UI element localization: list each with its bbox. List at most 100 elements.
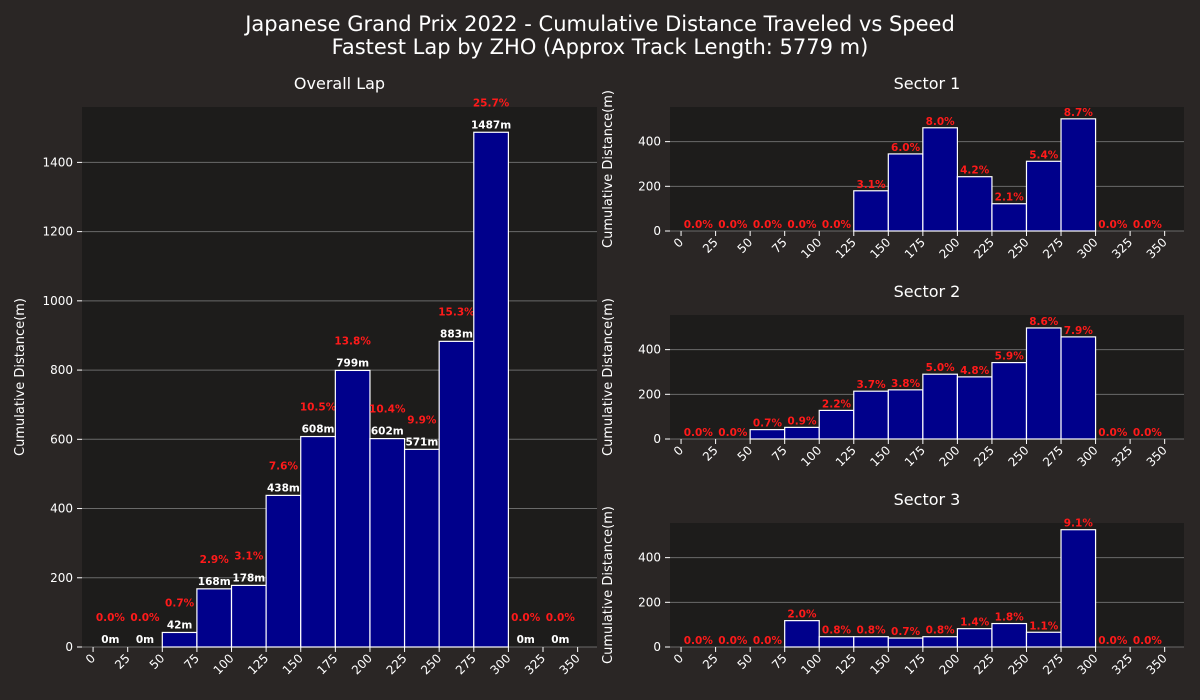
- distance-label: 608m: [302, 424, 335, 436]
- percent-label: 0.0%: [822, 219, 852, 231]
- y-tick-label: 400: [638, 343, 661, 357]
- bar: [265, 494, 302, 648]
- percent-label: 9.9%: [407, 414, 437, 426]
- y-tick-label: 600: [50, 432, 73, 446]
- bar: [887, 153, 924, 232]
- percent-label: 0.0%: [684, 219, 714, 231]
- distance-label: 0m: [551, 634, 569, 646]
- bar: [438, 340, 475, 648]
- percent-label: 15.3%: [438, 306, 475, 318]
- distance-label: 571m: [405, 436, 438, 448]
- percent-label: 8.6%: [1029, 316, 1059, 328]
- percent-label: 9.1%: [1064, 518, 1094, 530]
- bar: [1060, 529, 1097, 648]
- chart-title: Sector 2: [894, 282, 961, 301]
- percent-label: 0.0%: [684, 427, 714, 439]
- bar: [956, 176, 993, 232]
- percent-label: 0.0%: [511, 612, 541, 624]
- y-axis-label: Cumulative Distance(m): [601, 298, 616, 456]
- bar: [991, 622, 1028, 648]
- percent-label: 0.0%: [718, 219, 748, 231]
- bar: [853, 636, 889, 648]
- y-axis-label: Cumulative Distance(m): [13, 298, 28, 456]
- bar: [784, 426, 820, 440]
- percent-label: 0.7%: [891, 626, 921, 638]
- percent-label: 10.5%: [300, 402, 337, 414]
- percent-label: 7.9%: [1064, 325, 1094, 337]
- percent-label: 0.7%: [753, 418, 783, 430]
- percent-label: 4.2%: [960, 165, 990, 177]
- percent-label: 2.1%: [995, 192, 1025, 204]
- bar: [922, 636, 958, 648]
- percent-label: 3.1%: [234, 550, 264, 562]
- bar: [369, 438, 406, 648]
- y-tick-label: 200: [638, 179, 661, 193]
- y-tick-label: 800: [50, 363, 73, 377]
- distance-label: 42m: [167, 619, 193, 631]
- y-tick-label: 1200: [42, 225, 73, 239]
- figure-title-line-2: Fastest Lap by ZHO (Approx Track Length:…: [332, 35, 869, 59]
- percent-label: 0.0%: [1098, 219, 1128, 231]
- distance-label: 883m: [440, 328, 473, 340]
- percent-label: 0.8%: [822, 625, 852, 637]
- distance-label: 178m: [232, 572, 265, 584]
- bar: [922, 373, 958, 440]
- percent-label: 0.0%: [1098, 635, 1128, 647]
- distance-label: 602m: [371, 426, 404, 438]
- bar: [887, 389, 924, 440]
- percent-label: 1.1%: [1029, 620, 1059, 632]
- y-tick-label: 400: [50, 502, 73, 516]
- y-tick-label: 0: [653, 224, 661, 238]
- bar: [1025, 631, 1062, 648]
- y-tick-label: 1400: [42, 155, 73, 169]
- bar: [403, 448, 440, 648]
- percent-label: 0.7%: [165, 597, 195, 609]
- percent-label: 3.1%: [856, 179, 886, 191]
- percent-label: 0.0%: [753, 219, 783, 231]
- y-axis-label: Cumulative Distance(m): [601, 506, 616, 664]
- percent-label: 0.0%: [1133, 635, 1163, 647]
- percent-label: 0.0%: [130, 612, 160, 624]
- percent-label: 1.8%: [995, 612, 1025, 624]
- distance-label: 0m: [517, 634, 535, 646]
- percent-label: 2.0%: [787, 609, 817, 621]
- percent-label: 0.0%: [753, 635, 783, 647]
- chart-title: Sector 1: [894, 74, 961, 93]
- bar: [784, 620, 820, 648]
- chart-title: Sector 3: [894, 490, 961, 509]
- bar: [1060, 336, 1097, 440]
- y-tick-label: 200: [638, 595, 661, 609]
- distance-label: 1487m: [471, 119, 511, 131]
- percent-label: 5.4%: [1029, 149, 1059, 161]
- distance-label: 0m: [136, 634, 154, 646]
- distance-label: 438m: [267, 482, 300, 494]
- percent-label: 0.0%: [1098, 427, 1128, 439]
- y-tick-label: 0: [653, 640, 661, 654]
- percent-label: 4.8%: [960, 365, 990, 377]
- bar: [991, 361, 1028, 440]
- bar: [749, 429, 786, 440]
- distance-label: 799m: [336, 357, 369, 369]
- percent-label: 0.0%: [718, 427, 748, 439]
- bar: [991, 203, 1028, 232]
- bar: [956, 376, 993, 440]
- bar: [300, 435, 336, 648]
- percent-label: 2.9%: [200, 554, 230, 566]
- y-tick-label: 400: [638, 551, 661, 565]
- percent-label: 0.8%: [926, 625, 956, 637]
- percent-label: 25.7%: [473, 97, 510, 109]
- bar: [230, 584, 267, 648]
- y-tick-label: 0: [653, 432, 661, 446]
- chart-title: Overall Lap: [294, 74, 385, 93]
- y-tick-label: 400: [638, 135, 661, 149]
- y-tick-label: 200: [50, 571, 73, 585]
- bar: [853, 190, 889, 232]
- bar: [818, 636, 855, 648]
- bar: [1025, 327, 1062, 440]
- percent-label: 2.2%: [822, 398, 852, 410]
- bar: [1025, 160, 1062, 232]
- y-tick-label: 0: [65, 640, 73, 654]
- bar: [161, 631, 198, 648]
